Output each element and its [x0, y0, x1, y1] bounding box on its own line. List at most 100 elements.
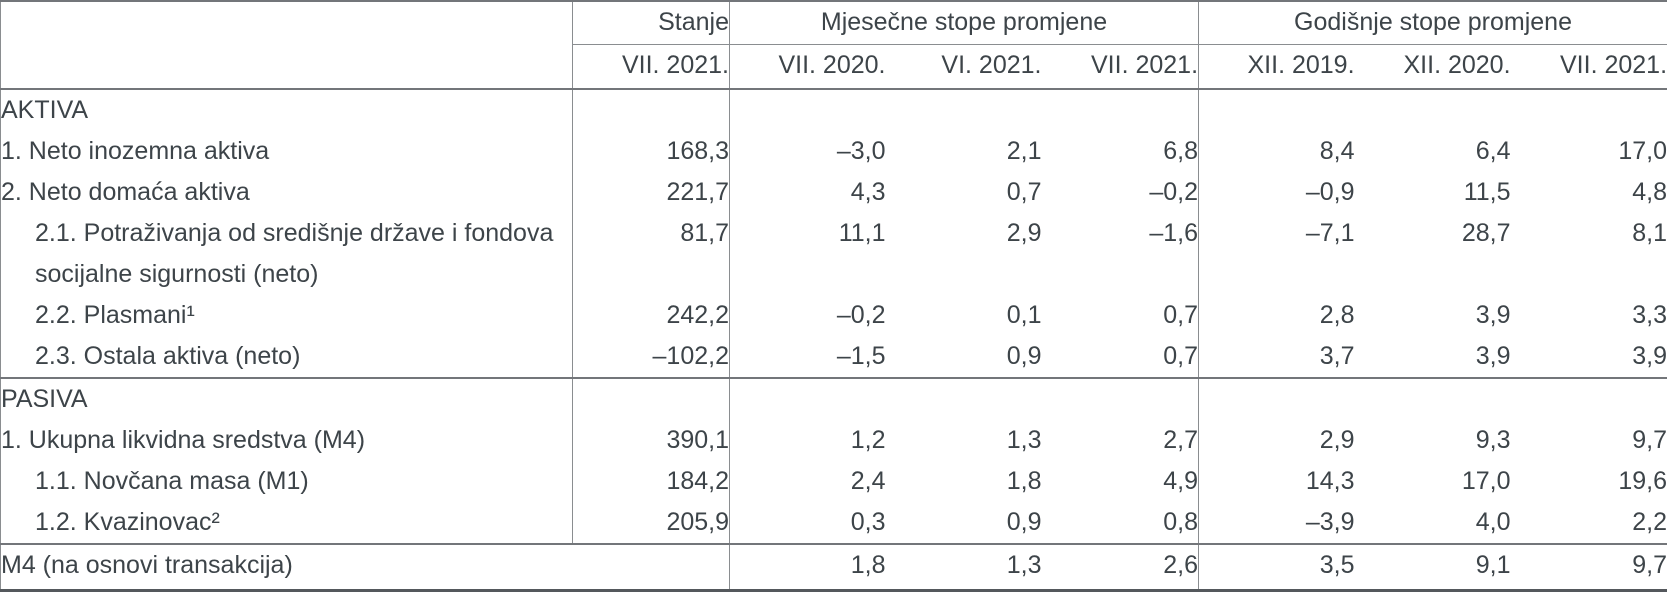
- rate-value-cell: [1199, 378, 1355, 420]
- corner-cell: [1, 1, 573, 89]
- rate-value-cell: 2,1: [886, 131, 1042, 172]
- rate-value-cell: 2,7: [1042, 420, 1199, 461]
- rate-value-cell: –3,9: [1199, 502, 1355, 544]
- rate-value-cell: 8,4: [1199, 131, 1355, 172]
- rate-value-cell: 4,0: [1355, 502, 1511, 544]
- rate-value-cell: –0,9: [1199, 172, 1355, 213]
- table-row: 2.1. Potraživanja od središnje države i …: [1, 213, 1667, 295]
- rate-value-cell: 9,3: [1355, 420, 1511, 461]
- rate-value-cell: 0,9: [886, 336, 1042, 378]
- rate-value-cell: [730, 89, 886, 131]
- rate-value-cell: [1355, 89, 1511, 131]
- period-header-monthly-3: VII. 2021.: [1042, 45, 1199, 90]
- rate-value-cell: 4,8: [1511, 172, 1667, 213]
- rate-value-cell: 6,8: [1042, 131, 1199, 172]
- column-header-stanje: Stanje: [573, 1, 730, 45]
- rate-value-cell: 17,0: [1355, 461, 1511, 502]
- rate-value-cell: [886, 378, 1042, 420]
- rate-value-cell: 11,1: [730, 213, 886, 295]
- row-label-cell: 1. Neto inozemna aktiva: [1, 131, 573, 172]
- row-label-cell: 1.2. Kvazinovac²: [1, 502, 573, 544]
- stanje-value-cell: 390,1: [573, 420, 730, 461]
- stanje-value-cell: 184,2: [573, 461, 730, 502]
- rate-value-cell: [1042, 89, 1199, 131]
- rate-value-cell: 1,8: [730, 544, 886, 591]
- column-group-yearly-rates: Godišnje stope promjene: [1199, 1, 1667, 45]
- rate-value-cell: 6,4: [1355, 131, 1511, 172]
- stanje-value-cell: 205,9: [573, 502, 730, 544]
- rate-value-cell: 0,8: [1042, 502, 1199, 544]
- rate-value-cell: 11,5: [1355, 172, 1511, 213]
- rate-value-cell: 9,7: [1511, 420, 1667, 461]
- rate-value-cell: 17,0: [1511, 131, 1667, 172]
- rate-value-cell: 4,9: [1042, 461, 1199, 502]
- stanje-value-cell: –102,2: [573, 336, 730, 378]
- rate-value-cell: –1,6: [1042, 213, 1199, 295]
- rate-value-cell: 3,5: [1199, 544, 1355, 591]
- rate-value-cell: 2,9: [1199, 420, 1355, 461]
- rate-value-cell: 9,1: [1355, 544, 1511, 591]
- rate-value-cell: –0,2: [1042, 172, 1199, 213]
- rate-value-cell: 0,9: [886, 502, 1042, 544]
- row-label-cell: 2.1. Potraživanja od središnje države i …: [1, 213, 573, 295]
- rate-value-cell: [1355, 378, 1511, 420]
- rate-value-cell: [730, 378, 886, 420]
- rate-value-cell: 1,8: [886, 461, 1042, 502]
- stanje-value-cell: 168,3: [573, 131, 730, 172]
- stanje-value-cell: [573, 89, 730, 131]
- rate-value-cell: 4,3: [730, 172, 886, 213]
- period-header-yearly-2: XII. 2020.: [1355, 45, 1511, 90]
- rate-value-cell: 28,7: [1355, 213, 1511, 295]
- row-label-cell: AKTIVA: [1, 89, 573, 131]
- rate-value-cell: –3,0: [730, 131, 886, 172]
- rate-value-cell: [1511, 378, 1667, 420]
- rate-value-cell: 8,1: [1511, 213, 1667, 295]
- period-header-yearly-1: XII. 2019.: [1199, 45, 1355, 90]
- row-label-cell: 1.1. Novčana masa (M1): [1, 461, 573, 502]
- rate-value-cell: 2,4: [730, 461, 886, 502]
- stanje-value-cell: 81,7: [573, 213, 730, 295]
- rate-value-cell: 1,3: [886, 420, 1042, 461]
- row-label-cell: 1. Ukupna likvidna sredstva (M4): [1, 420, 573, 461]
- rate-value-cell: [1199, 89, 1355, 131]
- rate-value-cell: [886, 89, 1042, 131]
- section-row: AKTIVA: [1, 89, 1667, 131]
- rate-value-cell: 2,2: [1511, 502, 1667, 544]
- rate-value-cell: 0,1: [886, 295, 1042, 336]
- period-header-stanje: VII. 2021.: [573, 45, 730, 90]
- rate-value-cell: 1,3: [886, 544, 1042, 591]
- row-label-cell: PASIVA: [1, 378, 573, 420]
- stanje-value-cell: 221,7: [573, 172, 730, 213]
- rate-value-cell: 0,7: [886, 172, 1042, 213]
- rate-value-cell: 2,6: [1042, 544, 1199, 591]
- rate-value-cell: 1,2: [730, 420, 886, 461]
- rate-value-cell: 3,9: [1355, 295, 1511, 336]
- period-header-yearly-3: VII. 2021.: [1511, 45, 1667, 90]
- rate-value-cell: 3,3: [1511, 295, 1667, 336]
- header-row-groups: Stanje Mjesečne stope promjene Godišnje …: [1, 1, 1667, 45]
- period-header-monthly-2: VI. 2021.: [886, 45, 1042, 90]
- rate-value-cell: 0,7: [1042, 295, 1199, 336]
- row-label-cell: 2.3. Ostala aktiva (neto): [1, 336, 573, 378]
- row-label-cell: M4 (na osnovi transakcija): [1, 544, 730, 591]
- rate-value-cell: [1511, 89, 1667, 131]
- period-header-monthly-1: VII. 2020.: [730, 45, 886, 90]
- stanje-value-cell: 242,2: [573, 295, 730, 336]
- rate-value-cell: 2,9: [886, 213, 1042, 295]
- rate-value-cell: 3,9: [1511, 336, 1667, 378]
- rate-value-cell: 3,7: [1199, 336, 1355, 378]
- rate-value-cell: 0,7: [1042, 336, 1199, 378]
- column-group-monthly-rates: Mjesečne stope promjene: [730, 1, 1199, 45]
- rate-value-cell: 14,3: [1199, 461, 1355, 502]
- row-label-cell: 2. Neto domaća aktiva: [1, 172, 573, 213]
